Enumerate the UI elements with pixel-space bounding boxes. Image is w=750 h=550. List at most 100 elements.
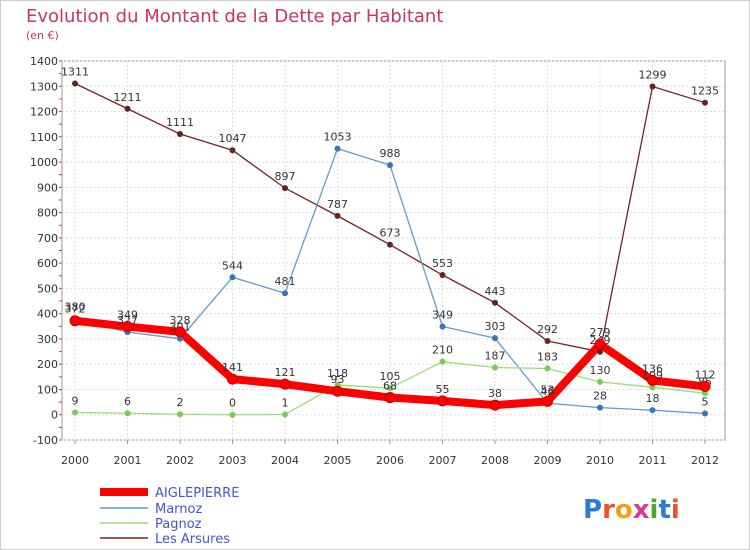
x-tick-label: 2007 xyxy=(429,454,457,467)
data-label: 136 xyxy=(642,362,663,375)
x-tick-label: 2000 xyxy=(61,454,89,467)
data-point xyxy=(384,392,396,404)
y-tick-label: 500 xyxy=(37,282,58,295)
data-label: 1235 xyxy=(691,85,719,98)
y-tick-label: 600 xyxy=(37,257,58,270)
data-label: 5 xyxy=(702,395,709,408)
data-label: 55 xyxy=(436,383,450,396)
data-point xyxy=(702,390,708,397)
data-point xyxy=(122,321,133,333)
data-point xyxy=(334,145,341,152)
data-point xyxy=(282,290,288,297)
data-point xyxy=(72,80,78,87)
data-point xyxy=(72,409,78,416)
x-tick-label: 2009 xyxy=(534,454,562,467)
data-point xyxy=(492,299,498,306)
data-point xyxy=(597,404,603,411)
x-tick-label: 2003 xyxy=(219,454,247,467)
data-label: 118 xyxy=(327,367,348,380)
chart-title: Evolution du Montant de la Dette par Hab… xyxy=(26,6,443,27)
y-tick-label: 1400 xyxy=(30,55,58,68)
data-label: 1 xyxy=(282,396,289,409)
data-point xyxy=(439,358,446,365)
data-point xyxy=(489,399,501,411)
legend-label: Pagnoz xyxy=(155,517,202,532)
data-point xyxy=(387,162,393,169)
data-point xyxy=(647,374,658,386)
data-label: 1047 xyxy=(219,132,247,145)
data-point xyxy=(282,185,288,192)
y-tick-label: 1300 xyxy=(30,80,58,93)
data-label: 130 xyxy=(590,364,611,377)
x-tick-label: 2005 xyxy=(324,454,352,467)
data-label: 544 xyxy=(222,259,243,272)
y-tick-label: 0 xyxy=(51,409,58,422)
data-label: 0 xyxy=(229,397,236,410)
x-tick-label: 2011 xyxy=(639,454,667,467)
data-label: 292 xyxy=(537,323,558,336)
plot-frame xyxy=(61,60,726,441)
data-point xyxy=(544,365,551,372)
legend-label: Les Arsures xyxy=(155,532,230,547)
y-tick-label: 1100 xyxy=(30,131,58,144)
y-tick-label: 100 xyxy=(37,383,58,396)
data-label: 349 xyxy=(117,309,138,322)
data-label: 279 xyxy=(590,326,611,339)
data-point xyxy=(124,105,131,112)
data-label: 187 xyxy=(485,349,506,362)
data-point xyxy=(597,348,603,355)
data-label: 93 xyxy=(331,373,345,386)
y-tick-label: 700 xyxy=(37,232,58,245)
data-label: 141 xyxy=(222,361,243,374)
data-label: 1211 xyxy=(114,91,142,104)
data-label: 787 xyxy=(327,198,348,211)
data-label: 112 xyxy=(695,368,716,381)
data-label: 28 xyxy=(593,390,607,403)
data-label: 443 xyxy=(485,285,506,298)
data-point xyxy=(437,395,448,407)
data-point xyxy=(282,411,288,418)
data-point xyxy=(542,395,553,407)
proxiti-logo-text: Proxiti xyxy=(583,495,680,525)
data-label: 2 xyxy=(177,396,184,409)
x-tick-label: 2002 xyxy=(166,454,194,467)
data-point xyxy=(649,83,656,90)
data-point xyxy=(439,272,446,279)
data-label: 183 xyxy=(537,350,558,363)
data-point xyxy=(387,385,393,392)
data-point xyxy=(177,411,183,418)
data-point xyxy=(544,337,551,344)
y-tick-label: 300 xyxy=(37,333,58,346)
data-label: 1053 xyxy=(324,131,352,144)
data-label: 210 xyxy=(432,344,453,357)
x-tick-label: 2008 xyxy=(481,454,509,467)
data-point xyxy=(69,315,81,327)
data-label: 988 xyxy=(380,147,401,160)
data-point xyxy=(124,410,131,417)
data-point xyxy=(699,380,711,392)
data-label: 53 xyxy=(541,383,555,396)
data-label: 46 xyxy=(541,385,555,398)
legend-label: AIGLEPIERRE xyxy=(155,486,239,501)
data-point xyxy=(229,411,236,418)
data-label: 1311 xyxy=(61,65,89,78)
data-point xyxy=(492,335,498,342)
data-label: 327 xyxy=(117,314,138,327)
legend-label: Marnoz xyxy=(155,502,202,517)
data-point xyxy=(387,241,393,248)
data-label: 1111 xyxy=(166,116,194,129)
x-tick-label: 2004 xyxy=(271,454,299,467)
data-point xyxy=(492,364,498,371)
y-tick-label: 200 xyxy=(37,358,58,371)
data-label: 18 xyxy=(646,392,660,405)
data-point xyxy=(177,335,183,342)
data-label: 380 xyxy=(65,301,86,314)
data-label: 121 xyxy=(275,366,296,379)
data-point xyxy=(597,378,603,385)
data-point xyxy=(229,274,236,281)
data-point xyxy=(439,323,446,330)
data-label: 6 xyxy=(124,395,131,408)
